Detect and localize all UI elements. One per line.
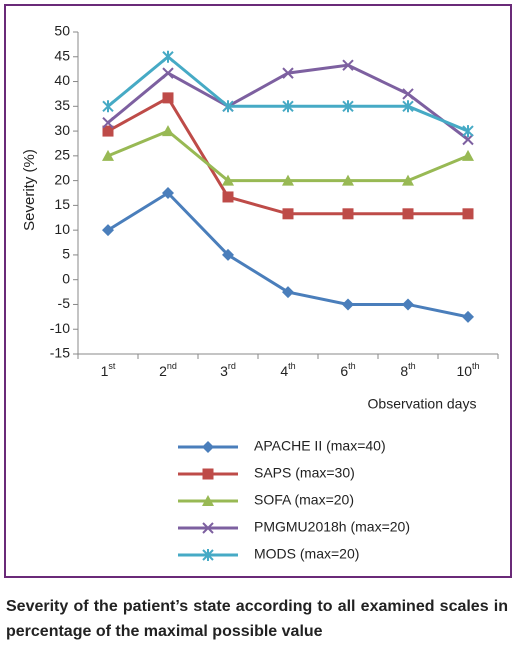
marker bbox=[462, 133, 474, 146]
legend-label: APACHE II (max=40) bbox=[254, 438, 386, 454]
marker bbox=[342, 298, 354, 311]
x-tick-label: 10th bbox=[456, 361, 479, 378]
x-tick-label: 1st bbox=[101, 361, 116, 378]
marker bbox=[102, 125, 114, 137]
y-tick-label: 5 bbox=[62, 246, 70, 262]
marker bbox=[102, 100, 114, 113]
y-tick-label: -5 bbox=[58, 295, 71, 311]
legend-label: SAPS (max=30) bbox=[254, 465, 355, 481]
marker bbox=[282, 67, 294, 79]
marker bbox=[162, 187, 174, 199]
marker bbox=[222, 100, 234, 113]
marker bbox=[342, 59, 354, 71]
marker bbox=[222, 174, 234, 186]
marker bbox=[342, 174, 354, 186]
marker bbox=[222, 248, 234, 261]
marker bbox=[222, 191, 234, 203]
y-tick-label: -15 bbox=[50, 345, 70, 361]
marker bbox=[462, 149, 474, 161]
y-tick-label: 40 bbox=[54, 72, 70, 88]
marker bbox=[402, 208, 414, 220]
legend-label: MODS (max=20) bbox=[254, 546, 359, 562]
marker bbox=[402, 298, 414, 311]
marker bbox=[162, 125, 174, 137]
chart-frame bbox=[4, 4, 512, 578]
y-tick-label: 45 bbox=[54, 47, 70, 63]
y-tick-label: 15 bbox=[54, 196, 70, 212]
marker bbox=[102, 149, 114, 161]
marker bbox=[162, 50, 174, 63]
y-tick-label: 25 bbox=[54, 147, 70, 163]
marker bbox=[402, 174, 414, 186]
legend-label: PMGMU2018h (max=20) bbox=[254, 519, 410, 535]
marker bbox=[282, 286, 294, 299]
y-tick-label: 0 bbox=[62, 270, 70, 286]
x-axis-label: Observation days bbox=[368, 396, 477, 412]
marker bbox=[282, 174, 294, 186]
series-line bbox=[107, 54, 469, 133]
marker bbox=[202, 495, 214, 506]
marker bbox=[102, 224, 114, 237]
caption: Severity of the patient’s state accordin… bbox=[6, 598, 508, 640]
y-tick-label: 30 bbox=[54, 122, 70, 138]
marker bbox=[282, 100, 294, 113]
marker bbox=[462, 125, 474, 138]
marker bbox=[162, 92, 174, 104]
x-tick-label: 6th bbox=[340, 361, 355, 378]
legend-label: SOFA (max=20) bbox=[254, 492, 354, 508]
y-tick-label: 20 bbox=[54, 171, 70, 187]
y-axis-label: Severity (%) bbox=[21, 149, 38, 231]
y-tick-label: -10 bbox=[50, 320, 70, 336]
y-tick-label: 35 bbox=[54, 97, 70, 113]
marker bbox=[202, 522, 214, 534]
series-line bbox=[107, 129, 469, 183]
marker bbox=[202, 468, 214, 480]
marker bbox=[402, 100, 414, 113]
marker bbox=[462, 310, 474, 323]
marker bbox=[102, 116, 114, 129]
marker bbox=[202, 441, 214, 453]
chart: Severity (%) Observation days -15 -10 -5 0 5… bbox=[21, 23, 499, 562]
marker bbox=[342, 100, 354, 113]
marker bbox=[282, 208, 294, 220]
marker bbox=[162, 67, 174, 79]
y-tick-label: 10 bbox=[54, 221, 70, 237]
marker bbox=[342, 208, 354, 220]
marker bbox=[462, 208, 474, 220]
x-tick-label: 2nd bbox=[159, 361, 177, 378]
x-tick-label: 4th bbox=[280, 361, 295, 378]
marker bbox=[202, 549, 214, 561]
x-tick-label: 8th bbox=[400, 361, 415, 378]
x-tick-label: 3rd bbox=[220, 361, 236, 378]
y-tick-label: 50 bbox=[54, 23, 70, 39]
marker bbox=[402, 88, 414, 100]
